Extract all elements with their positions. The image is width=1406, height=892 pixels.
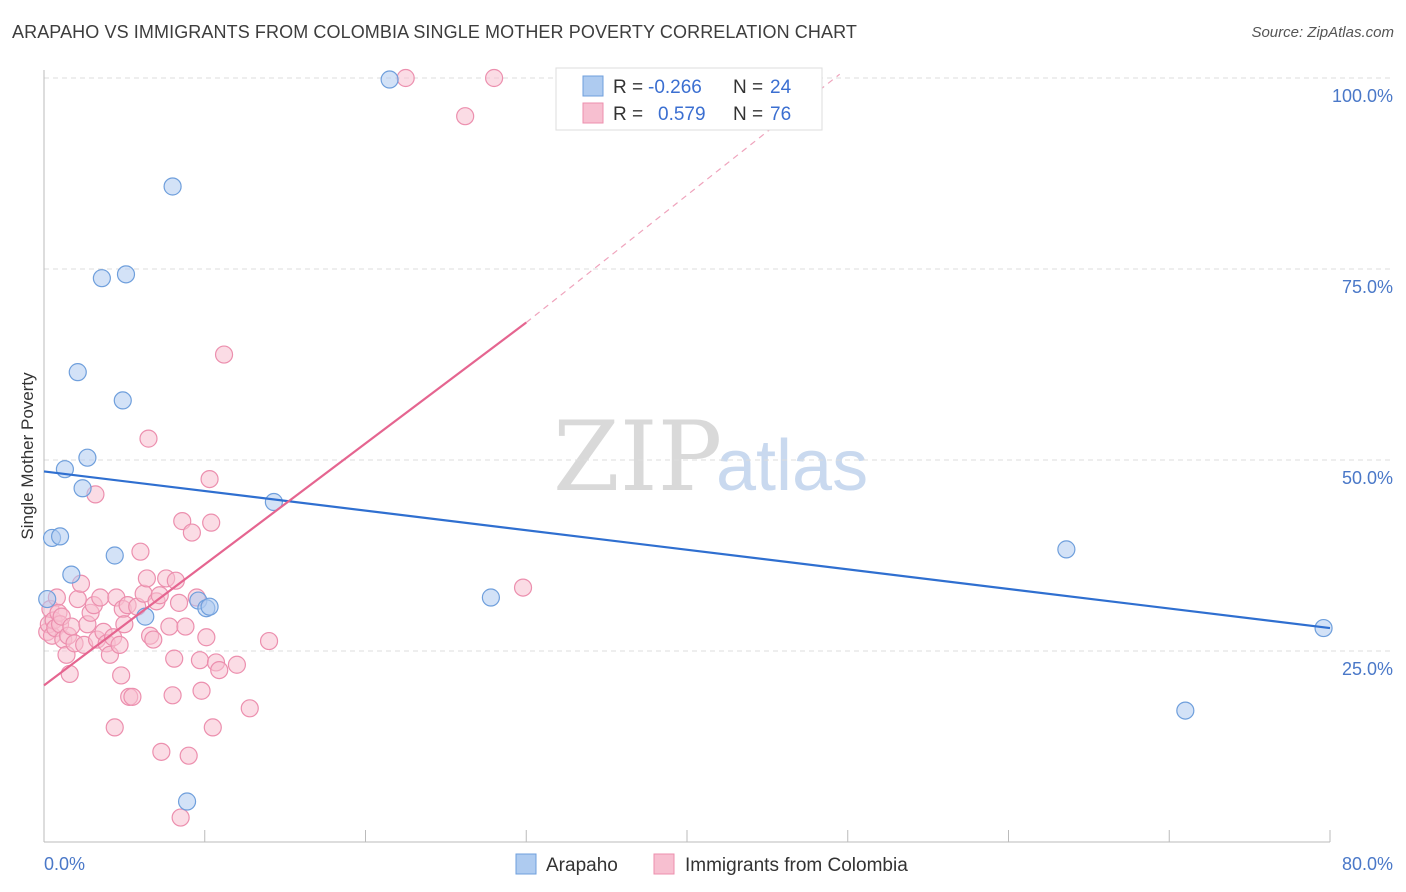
point-pink-39 (137, 569, 156, 588)
point-blue-4 (62, 565, 81, 584)
point-pink-54 (179, 746, 198, 765)
legend-swatch-colombia (582, 102, 604, 124)
point-blue-21 (1057, 540, 1076, 559)
point-pink-60 (200, 470, 219, 489)
point-pink-65 (214, 345, 234, 364)
legend-n-label-colombia: N = (733, 104, 763, 125)
point-pink-16 (68, 589, 87, 609)
point-pink-62 (203, 718, 222, 737)
point-blue-6 (73, 479, 92, 498)
point-blue-12 (136, 607, 155, 626)
point-pink-45 (152, 742, 171, 761)
point-blue-18 (264, 492, 283, 512)
point-blue-13 (163, 177, 182, 196)
series-legend: Arapaho Immigrants from Colombia (515, 853, 908, 876)
point-blue-5 (68, 363, 87, 382)
point-blue-20 (481, 588, 500, 607)
point-blue-9 (105, 546, 124, 565)
point-pink-41 (144, 630, 163, 649)
legend-n-value-arapaho: 24 (770, 77, 792, 98)
y-axis-title: Single Mother Poverty (18, 372, 37, 540)
point-pink-14 (62, 617, 81, 636)
y-tick-label-25: 25.0% (1342, 659, 1393, 679)
trend-lines (43, 73, 1331, 687)
chart-title: ARAPAHO VS IMMIGRANTS FROM COLOMBIA SING… (12, 22, 857, 42)
point-blue-7 (78, 448, 97, 467)
point-pink-72 (456, 107, 475, 126)
point-pink-58 (192, 681, 211, 700)
point-pink-55 (182, 523, 201, 542)
point-blue-2 (50, 527, 70, 546)
stats-legend: R = -0.266 N = 24 R = 0.579 N = 76 (555, 67, 823, 131)
y-tick-label-100: 100.0% (1332, 86, 1393, 106)
point-pink-37 (131, 542, 150, 561)
point-pink-23 (91, 588, 110, 607)
legend-r-label-arapaho: R = (613, 77, 643, 98)
watermark-atlas: atlas (716, 426, 868, 506)
legend-n-value-colombia: 76 (770, 104, 791, 125)
series-immigrants-from-colombia (38, 68, 533, 827)
point-pink-74 (485, 68, 504, 88)
point-pink-59 (197, 628, 216, 647)
y-tick-label-50: 50.0% (1342, 468, 1393, 488)
point-pink-67 (240, 699, 259, 718)
x-axis-ticks (43, 830, 1331, 842)
point-pink-44 (150, 586, 169, 605)
legend-n-label-arapaho: N = (733, 77, 763, 98)
series-arapaho (38, 70, 1333, 811)
x-tick-label-right: 80.0% (1342, 854, 1393, 874)
x-tick-label-left: 0.0% (44, 854, 85, 874)
point-pink-51 (169, 593, 189, 612)
point-pink-48 (163, 686, 182, 705)
legend-r-value-arapaho: -0.266 (648, 77, 702, 98)
point-pink-69 (171, 808, 190, 827)
bottom-legend-swatch-arapaho (515, 853, 537, 875)
bottom-legend-label-arapaho: Arapaho (546, 855, 618, 876)
point-pink-43 (139, 429, 158, 448)
point-blue-19 (380, 70, 399, 89)
point-pink-47 (160, 617, 179, 636)
bottom-legend-swatch-colombia (653, 853, 675, 875)
point-pink-29 (110, 635, 129, 654)
point-pink-53 (176, 617, 195, 636)
point-pink-49 (165, 649, 184, 668)
point-pink-66 (227, 655, 246, 674)
point-blue-22 (1176, 701, 1195, 720)
point-blue-10 (113, 391, 132, 410)
point-pink-68 (259, 631, 279, 651)
point-blue-11 (116, 265, 136, 284)
point-pink-75 (513, 578, 533, 597)
source-credit: Source: ZipAtlas.com (1251, 24, 1394, 41)
point-pink-61 (202, 513, 221, 532)
point-pink-13 (60, 664, 79, 684)
point-pink-64 (210, 660, 229, 680)
point-pink-73 (396, 68, 415, 88)
point-blue-0 (38, 589, 57, 609)
bottom-legend-label-colombia: Immigrants from Colombia (685, 855, 908, 876)
point-blue-17 (200, 597, 219, 616)
watermark-zip: ZIP (553, 401, 722, 513)
grid-lines (44, 77, 1392, 652)
point-blue-14 (177, 792, 197, 811)
trend-line-colombia (43, 321, 527, 687)
legend-swatch-arapaho (582, 75, 604, 97)
point-blue-8 (92, 269, 111, 288)
y-tick-label-75: 75.0% (1342, 277, 1393, 297)
y-axis-tick-labels: 25.0% 50.0% 75.0% 100.0% (1332, 86, 1393, 679)
point-pink-35 (123, 687, 142, 706)
point-pink-71 (105, 718, 124, 737)
legend-r-value-colombia: 0.579 (658, 104, 706, 125)
point-pink-57 (190, 651, 210, 670)
point-pink-30 (112, 666, 131, 685)
legend-r-label-colombia: R = (613, 104, 643, 125)
trend-line-arapaho (43, 470, 1331, 630)
